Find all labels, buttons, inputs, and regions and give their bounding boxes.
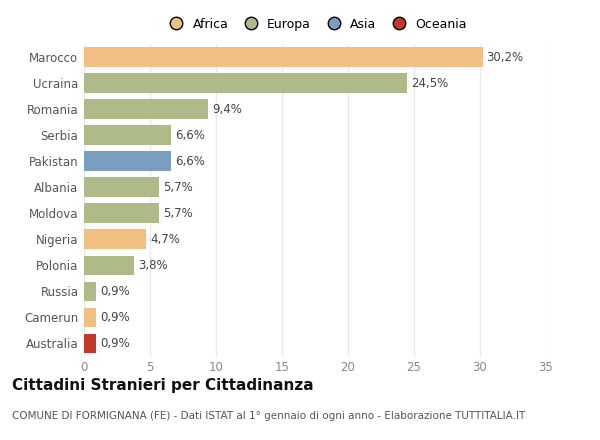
Text: 0,9%: 0,9% <box>100 311 130 324</box>
Legend: Africa, Europa, Asia, Oceania: Africa, Europa, Asia, Oceania <box>159 13 471 36</box>
Bar <box>84 230 146 249</box>
Bar <box>84 125 171 145</box>
Text: 0,9%: 0,9% <box>100 337 130 350</box>
Bar <box>84 334 96 353</box>
Text: 30,2%: 30,2% <box>487 51 524 63</box>
Bar <box>84 47 482 67</box>
Text: 6,6%: 6,6% <box>175 154 205 168</box>
Text: Cittadini Stranieri per Cittadinanza: Cittadini Stranieri per Cittadinanza <box>12 378 314 393</box>
Bar <box>84 73 407 93</box>
Text: 3,8%: 3,8% <box>138 259 168 272</box>
Text: 5,7%: 5,7% <box>163 181 193 194</box>
Bar <box>84 99 208 119</box>
Text: 24,5%: 24,5% <box>412 77 449 90</box>
Bar <box>84 203 159 223</box>
Bar <box>84 282 96 301</box>
Bar <box>84 151 171 171</box>
Text: 5,7%: 5,7% <box>163 207 193 220</box>
Bar <box>84 177 159 197</box>
Text: 4,7%: 4,7% <box>150 233 180 246</box>
Text: 6,6%: 6,6% <box>175 128 205 142</box>
Text: 0,9%: 0,9% <box>100 285 130 298</box>
Text: COMUNE DI FORMIGNANA (FE) - Dati ISTAT al 1° gennaio di ogni anno - Elaborazione: COMUNE DI FORMIGNANA (FE) - Dati ISTAT a… <box>12 411 525 422</box>
Text: 9,4%: 9,4% <box>212 103 242 116</box>
Bar <box>84 308 96 327</box>
Bar <box>84 256 134 275</box>
